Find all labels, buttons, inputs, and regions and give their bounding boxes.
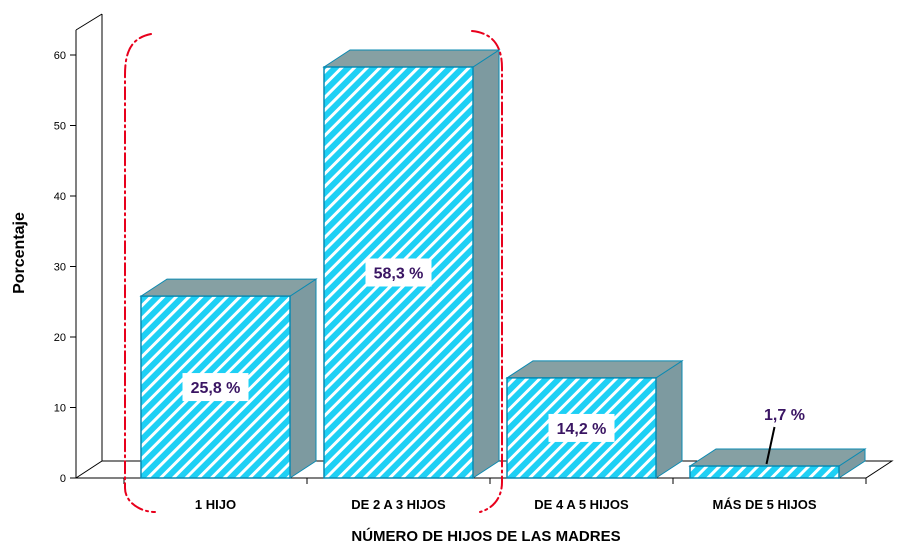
y-tick-label: 60 (54, 50, 66, 62)
data-label-text: 1,7 % (764, 407, 805, 424)
bar-side (655, 359, 683, 479)
wall-top-edge (75, 13, 103, 31)
x-tick-label: 1 HIJO (195, 497, 236, 512)
x-tick-label: MÁS DE 5 HIJOS (712, 497, 816, 512)
data-label: 25,8 % (182, 373, 249, 402)
data-label-text: 14,2 % (557, 421, 607, 438)
data-label-text: 25,8 % (191, 380, 241, 397)
y-tick-label: 40 (54, 191, 66, 203)
x-axis-label: NÚMERO DE HIJOS DE LAS MADRES (351, 527, 620, 545)
data-label: 58,3 % (365, 258, 432, 287)
axes: 0 10 20 30 40 50 60 1 HIJO DE 2 A 3 HIJOS DE 4 A … (54, 13, 894, 512)
bar-top (322, 49, 501, 68)
overlay: 25,8 % 58,3 % 14,2 % 1,7 % (124, 30, 805, 513)
y-tick-label: 20 (54, 332, 66, 344)
x-tick-label: DE 4 A 5 HIJOS (534, 497, 629, 512)
y-axis-label: Porcentaje (11, 212, 28, 294)
bar-top (688, 448, 867, 467)
bar-top (505, 360, 684, 379)
data-label-box (548, 413, 615, 442)
y-tick-label: 10 (54, 403, 66, 415)
bar-front (689, 465, 840, 479)
data-label: 1,7 % (764, 407, 805, 465)
x-tick-label: DE 2 A 3 HIJOS (351, 497, 446, 512)
data-label: 14,2 % (548, 413, 615, 442)
data-label-text: 58,3 % (374, 265, 424, 282)
leader-line (765, 426, 776, 465)
data-label-box (365, 258, 432, 287)
highlight-outline (124, 30, 503, 513)
bar (688, 448, 867, 479)
bar-top (139, 278, 318, 297)
bar-side (289, 278, 317, 479)
y-tick-label: 0 (60, 473, 66, 485)
y-tick-label: 50 (54, 121, 66, 133)
y-tick-label: 30 (54, 262, 66, 274)
bar-side (472, 49, 500, 479)
data-label-box (182, 373, 249, 402)
